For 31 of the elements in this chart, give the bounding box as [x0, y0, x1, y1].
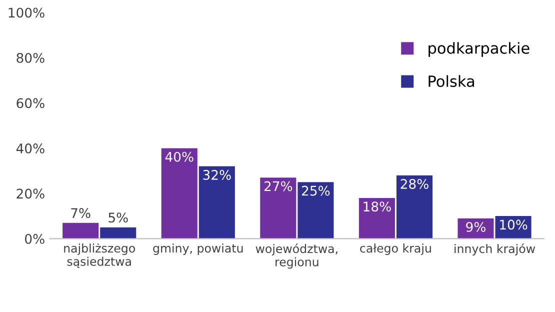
data-label: 10%: [500, 220, 528, 230]
bar: [358, 198, 395, 239]
y-tick-label: 80%: [16, 52, 44, 63]
data-label: 5%: [108, 212, 128, 223]
x-tick-label: najbliższego sąsiedztwa: [64, 244, 135, 268]
y-tick-label: 40%: [16, 143, 44, 154]
x-tick-label: innych krajów: [454, 244, 536, 256]
data-label: 7%: [71, 208, 90, 218]
legend-label: Polska: [428, 75, 474, 88]
bar: [161, 148, 198, 239]
y-tick-label: 100%: [8, 8, 44, 18]
bar: [396, 175, 433, 239]
y-tick-label: 20%: [16, 188, 44, 199]
y-tick-label: 60%: [16, 98, 44, 108]
bar: [260, 178, 296, 239]
data-label: 25%: [302, 186, 330, 196]
x-tick-label: województwa, regionu: [256, 244, 338, 269]
bar: [62, 222, 99, 239]
bar: [198, 166, 235, 239]
x-tick-label: gminy, powiatu: [153, 244, 243, 255]
legend-label: podkarpackie: [428, 42, 530, 57]
data-label: 40%: [165, 152, 194, 162]
data-label: 27%: [264, 181, 292, 192]
data-label: 32%: [203, 170, 231, 180]
y-tick-label: 0%: [25, 234, 44, 244]
data-label: 9%: [466, 222, 486, 232]
data-label: 18%: [364, 202, 391, 212]
data-label: 28%: [400, 178, 428, 189]
bar: [298, 182, 334, 239]
x-tick-label: całego kraju: [360, 244, 431, 255]
bar: [100, 227, 136, 239]
